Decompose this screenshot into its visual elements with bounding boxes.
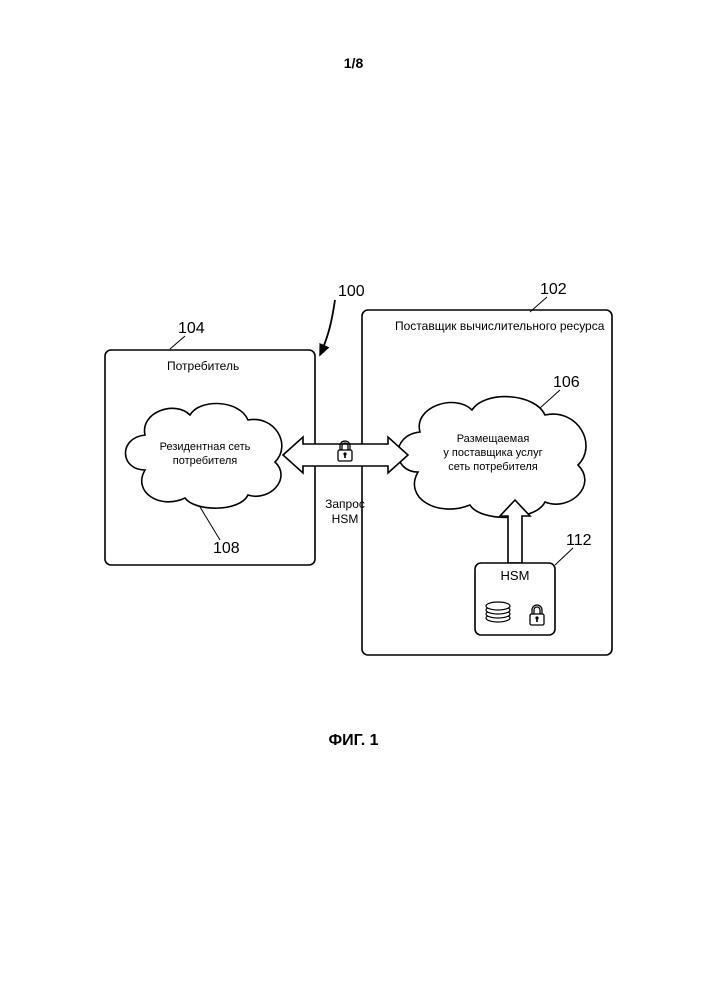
resident-cloud-line1: Резидентная сеть xyxy=(160,441,251,453)
overall-pointer-arrow xyxy=(320,300,335,355)
ref-label-102: 102 xyxy=(540,281,567,298)
connector-arrow xyxy=(283,437,408,473)
discs-icon xyxy=(486,602,510,622)
provider-title: Поставщик вычислительного ресурса xyxy=(395,319,605,333)
ref-label-100: 100 xyxy=(338,283,365,300)
ref-label-112: 112 xyxy=(566,532,592,549)
ref-label-104: 104 xyxy=(178,320,205,337)
consumer-title: Потребитель xyxy=(167,359,239,373)
hosted-cloud-line1: Размещаемая xyxy=(457,433,530,445)
hsm-label: HSM xyxy=(501,568,530,583)
resident-cloud-line2: потребителя xyxy=(173,455,238,467)
ref-label-108: 108 xyxy=(213,540,240,557)
connector-label-line1: Запрос xyxy=(325,497,365,511)
figure-label: ФИГ. 1 xyxy=(0,732,707,750)
hosted-cloud-line3: сеть потребителя xyxy=(448,461,538,473)
ref-label-106: 106 xyxy=(553,374,580,391)
connector-label-line2: HSM xyxy=(332,512,359,526)
page: 1/8 100 Потребитель xyxy=(0,0,707,1000)
hosted-cloud-line2: у поставщика услуг xyxy=(443,447,542,459)
diagram-svg: 100 Потребитель 104 Поставщик вычислител… xyxy=(0,0,707,1000)
leader-104 xyxy=(170,336,185,349)
